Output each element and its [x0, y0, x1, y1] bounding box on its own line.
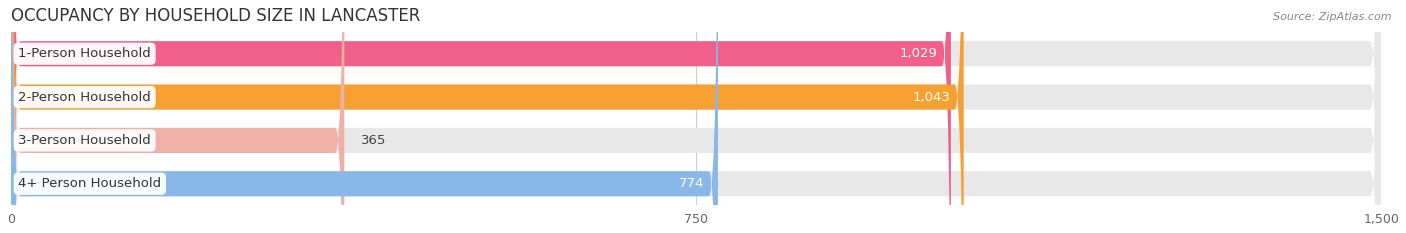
- FancyBboxPatch shape: [11, 0, 950, 233]
- FancyBboxPatch shape: [11, 0, 963, 233]
- Text: 2-Person Household: 2-Person Household: [18, 91, 150, 103]
- Text: 4+ Person Household: 4+ Person Household: [18, 177, 162, 190]
- Text: OCCUPANCY BY HOUSEHOLD SIZE IN LANCASTER: OCCUPANCY BY HOUSEHOLD SIZE IN LANCASTER: [11, 7, 420, 25]
- FancyBboxPatch shape: [11, 0, 1381, 233]
- Text: Source: ZipAtlas.com: Source: ZipAtlas.com: [1274, 12, 1392, 22]
- FancyBboxPatch shape: [11, 0, 1381, 233]
- Text: 365: 365: [361, 134, 387, 147]
- Text: 1-Person Household: 1-Person Household: [18, 47, 150, 60]
- FancyBboxPatch shape: [11, 0, 1381, 233]
- FancyBboxPatch shape: [11, 0, 1381, 233]
- Text: 774: 774: [679, 177, 704, 190]
- Text: 3-Person Household: 3-Person Household: [18, 134, 150, 147]
- Text: 1,029: 1,029: [900, 47, 938, 60]
- Text: 1,043: 1,043: [912, 91, 950, 103]
- FancyBboxPatch shape: [11, 0, 718, 233]
- FancyBboxPatch shape: [11, 0, 344, 233]
